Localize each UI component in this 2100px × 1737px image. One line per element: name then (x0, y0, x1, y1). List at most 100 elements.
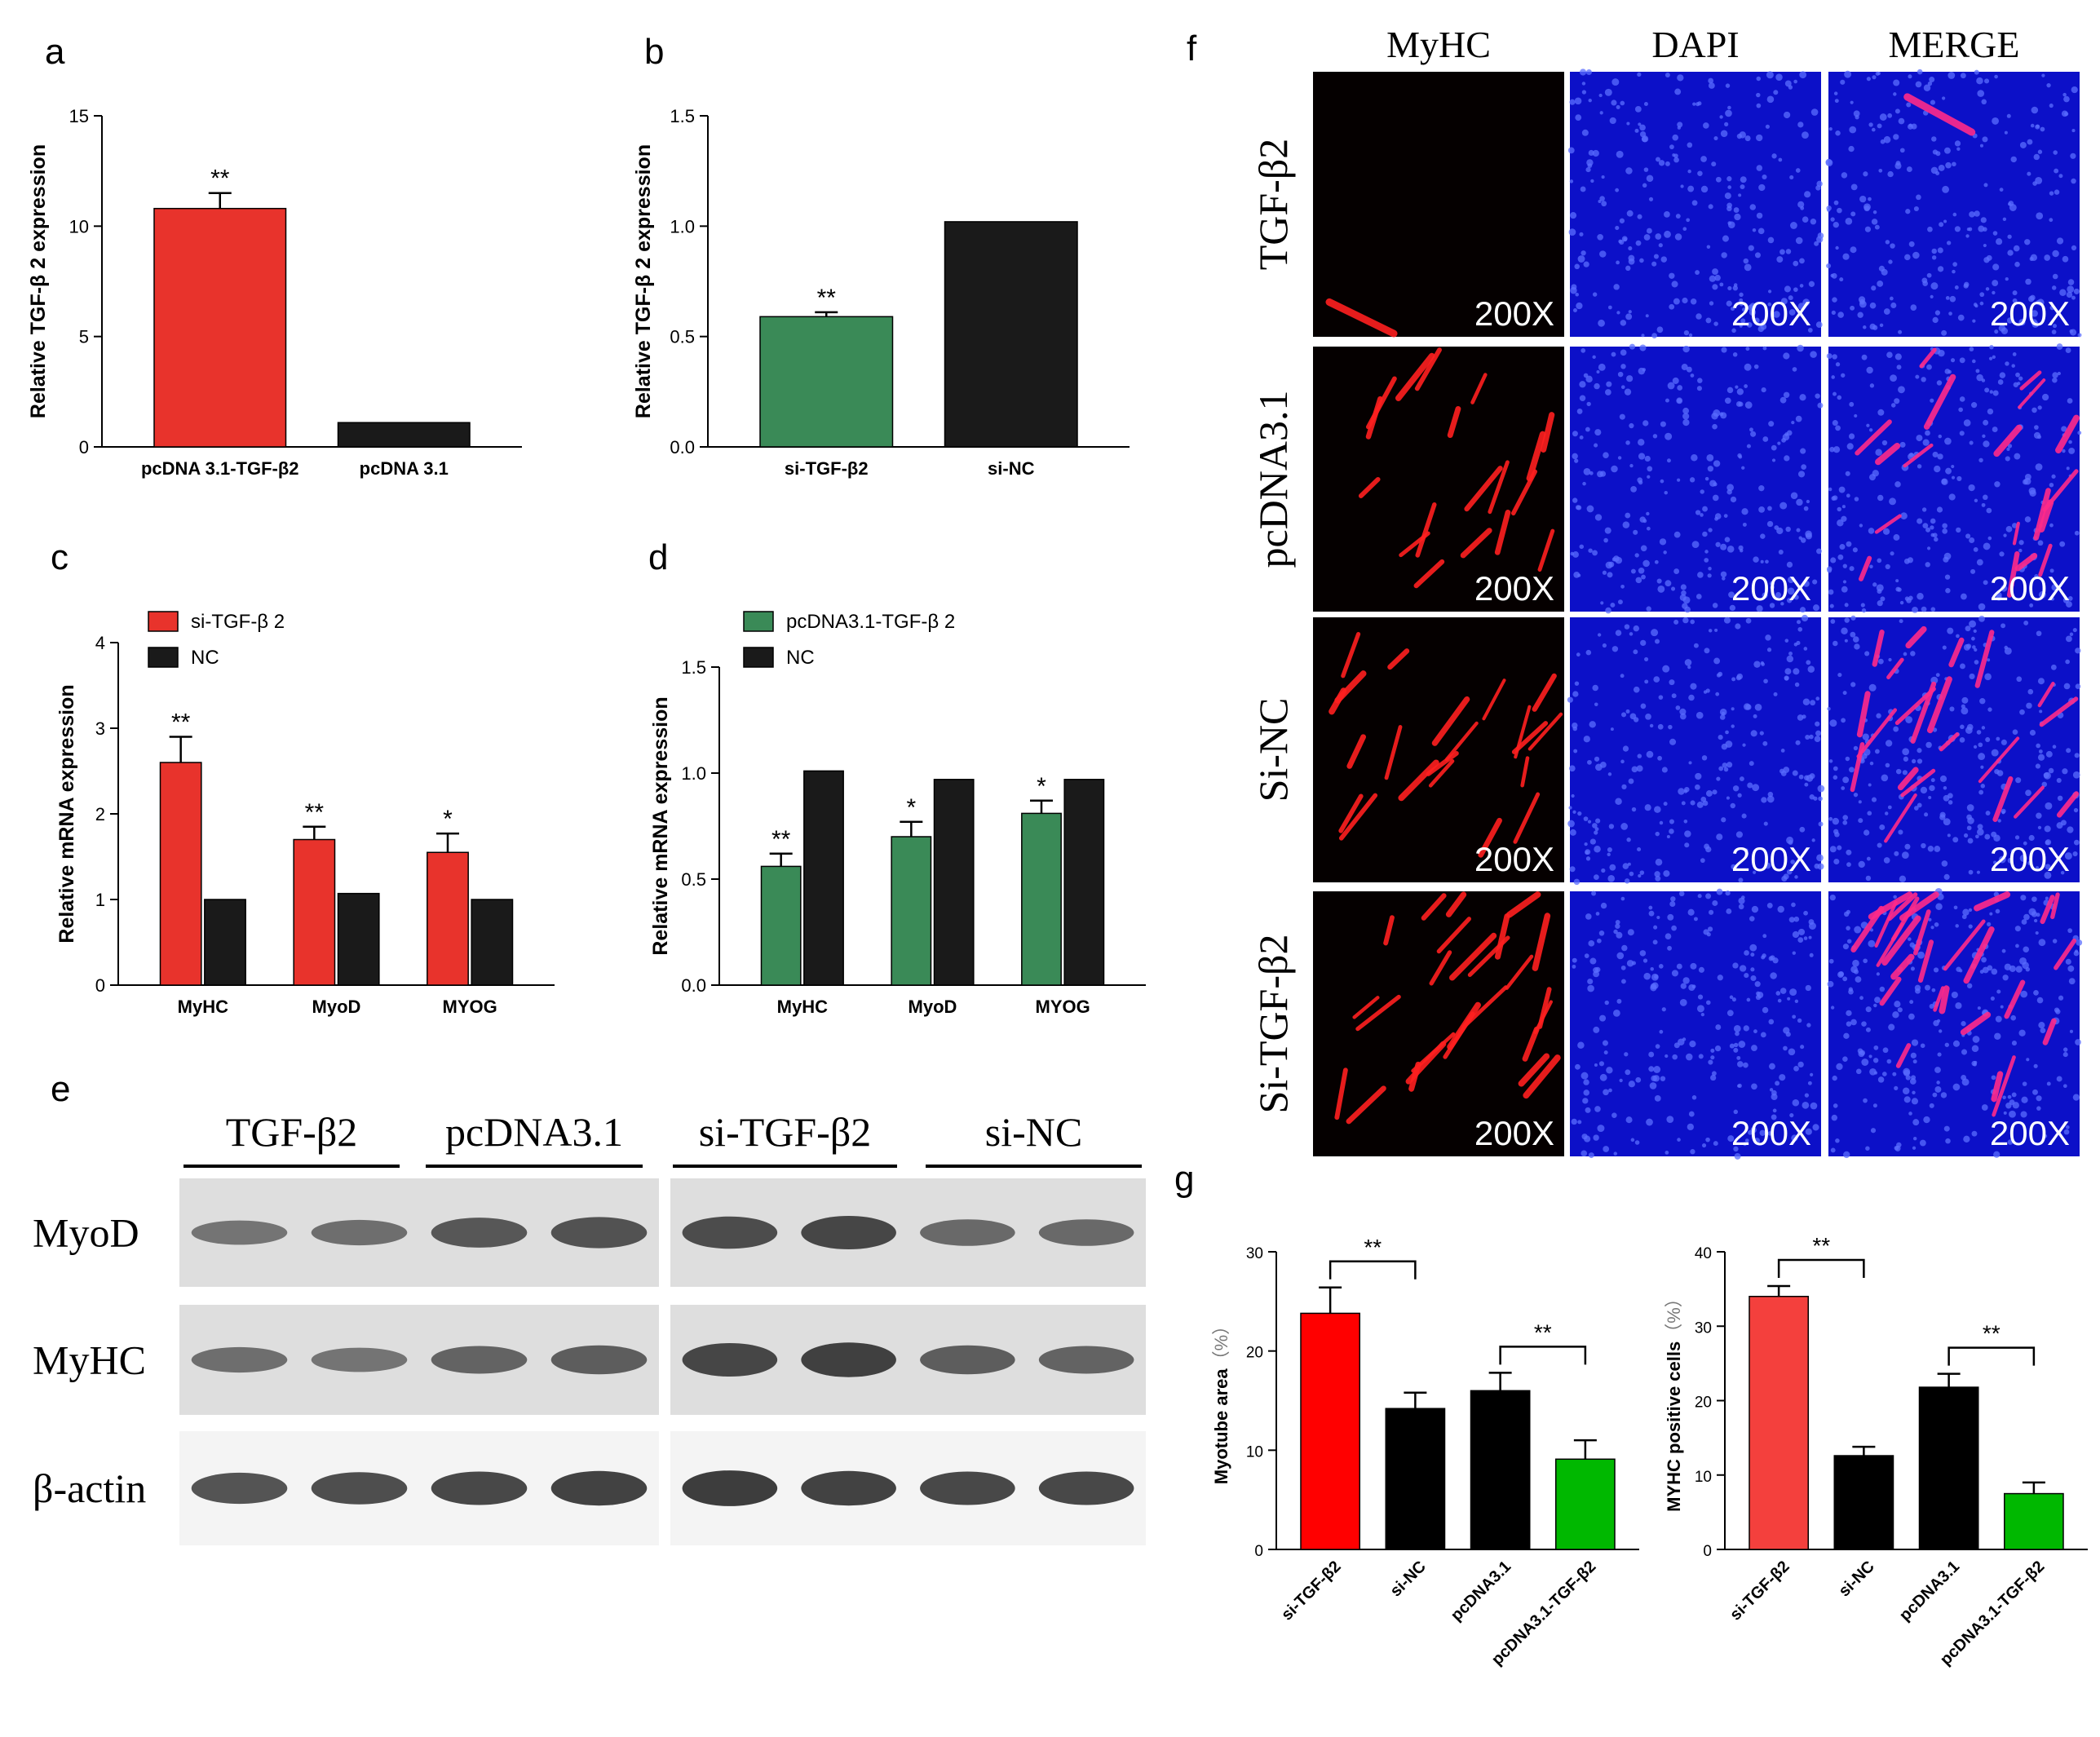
nucleus (1769, 581, 1775, 586)
nucleus (1925, 741, 1932, 749)
nucleus (1642, 519, 1647, 524)
nucleus (1707, 573, 1712, 578)
nucleus (1729, 995, 1734, 1000)
nucleus (1769, 1088, 1774, 1092)
nucleus (1595, 763, 1603, 771)
nucleus (1594, 846, 1601, 853)
myotube-signal (1974, 630, 1995, 688)
nucleus (1868, 428, 1873, 432)
nucleus (1666, 834, 1670, 839)
micrograph-background (1828, 891, 2080, 1156)
nucleus (1653, 254, 1659, 259)
nucleus (1992, 231, 1998, 236)
nucleus (1642, 368, 1647, 372)
nucleus (1793, 1065, 1799, 1072)
nucleus (1803, 647, 1808, 651)
nucleus (2073, 807, 2079, 813)
nucleus (1602, 570, 1607, 575)
nucleus (1589, 957, 1597, 965)
nucleus (1642, 420, 1649, 427)
nucleus (1631, 766, 1638, 773)
nucleus (1682, 977, 1690, 984)
nucleus (1852, 636, 1859, 643)
nucleus (2015, 777, 2022, 784)
nucleus (1987, 658, 1991, 662)
nucleus (1620, 759, 1625, 764)
nucleus (2036, 743, 2040, 749)
nucleus (1702, 531, 1708, 537)
nucleus (1912, 1136, 1917, 1141)
myotube-signal (2055, 414, 2080, 454)
myotube-signal (1948, 637, 1965, 668)
nucleus (1832, 817, 1840, 825)
nucleus (2008, 201, 2014, 206)
nucleus (1931, 248, 1938, 254)
western-blot: TGF-β2 pcDNA3.1 si-TGF-β2 si-NCMyoDMyHCβ-ac… (33, 1109, 1146, 1545)
nucleus (1753, 364, 1759, 369)
nucleus (1941, 329, 1947, 336)
micrograph-tile: 200X (1567, 69, 1824, 339)
nucleus (1963, 643, 1970, 651)
nucleus (1687, 908, 1695, 916)
nucleus (1603, 1050, 1608, 1055)
nucleus (2011, 1092, 2017, 1098)
nucleus (1753, 661, 1761, 668)
nucleus (1620, 823, 1628, 830)
nucleus (1698, 1054, 1704, 1059)
myotube-signal (1346, 1085, 1386, 1125)
nucleus (1653, 925, 1658, 930)
nucleus (1781, 437, 1786, 443)
nucleus (1935, 170, 1940, 176)
nucleus (1754, 981, 1761, 988)
nucleus (1760, 559, 1764, 564)
nucleus (1736, 1061, 1744, 1067)
blot-band (311, 1219, 408, 1246)
myotube-signal (1978, 736, 2020, 784)
myotube-signal (1926, 676, 1952, 734)
myotube-signal (1395, 352, 1435, 401)
nucleus (1925, 527, 1931, 533)
nucleus (1673, 298, 1680, 305)
nucleus (2037, 149, 2043, 154)
nucleus (1930, 525, 1934, 530)
nucleus (2073, 288, 2080, 294)
nucleus (1707, 466, 1714, 472)
nucleus (2037, 678, 2045, 685)
nucleus (1681, 801, 1686, 806)
nucleus (1656, 326, 1664, 334)
nucleus (1581, 82, 1586, 86)
nucleus (1744, 401, 1753, 409)
nucleus (1848, 433, 1855, 440)
nucleus (2073, 839, 2080, 846)
nucleus (1768, 1063, 1775, 1070)
nucleus (1706, 453, 1714, 462)
nucleus (2076, 939, 2083, 946)
nucleus (1788, 652, 1793, 656)
myotube-signal (1426, 751, 1459, 776)
nucleus (1784, 639, 1789, 643)
nucleus (1788, 309, 1796, 316)
nucleus (2007, 1139, 2014, 1145)
nucleus (1863, 206, 1870, 212)
nucleus (1983, 257, 1990, 263)
nucleus (1963, 1135, 1970, 1143)
nucleus (1624, 388, 1632, 396)
nucleus (1760, 1032, 1766, 1038)
nucleus (2075, 683, 2081, 689)
nucleus (1603, 1146, 1610, 1152)
nucleus (1833, 775, 1838, 780)
nucleus (1868, 939, 1876, 948)
category-label: pcDNA3.1 (1896, 1558, 1963, 1624)
bar (337, 892, 380, 986)
nucleus (1731, 707, 1735, 711)
nucleus (2044, 825, 2051, 833)
nucleus (1974, 210, 1980, 217)
nucleus (1873, 1003, 1877, 1008)
nucleus (1697, 101, 1702, 106)
nucleus (2024, 516, 2031, 523)
nucleus (1670, 586, 1676, 591)
nucleus (1738, 877, 1744, 883)
nucleus (1733, 1025, 1741, 1032)
nucleus (1719, 282, 1724, 287)
